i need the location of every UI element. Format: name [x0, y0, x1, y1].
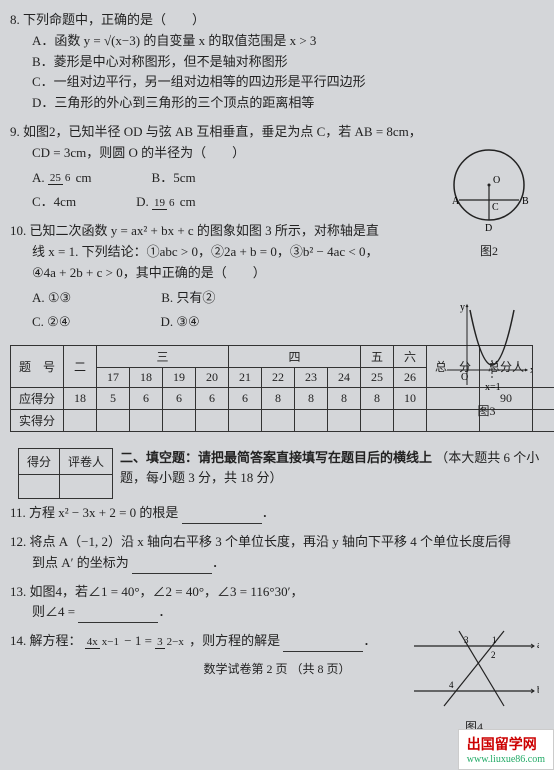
th-4: 四 [229, 346, 361, 368]
q8-num: 8. [10, 12, 20, 27]
svg-text:4: 4 [449, 680, 454, 690]
q10-num: 10. [10, 223, 26, 238]
svg-text:O: O [461, 372, 468, 383]
q13-blank [78, 608, 158, 623]
row-expected: 应得分 [11, 388, 64, 410]
label-c: C [492, 202, 499, 213]
th-2: 二 [64, 346, 97, 388]
q13-stem: 如图4，若∠1 = 40°，∠2 = 40°，∠3 = 116°30′， [30, 584, 304, 599]
th-num: 题 号 [11, 346, 64, 388]
small-h2: 评卷人 [60, 449, 113, 475]
q9-opt-c: C．4cm [32, 192, 76, 213]
q11-blank [182, 509, 262, 524]
svg-text:x: x [530, 365, 532, 376]
svg-text:3: 3 [464, 635, 469, 645]
q12-stem2: 到点 A′ 的坐标为 [32, 555, 129, 570]
q10-stem: 已知二次函数 y = ax² + bx + c 的图象如图 3 所示，对称轴是直 [30, 223, 379, 238]
q10-stem3: ④4a + 2b + c > 0，其中正确的是（ ） [32, 263, 544, 284]
q13-stem2: 则∠4 = [32, 604, 75, 619]
svg-text:2: 2 [491, 650, 496, 660]
q9-opt-b: B．5cm [152, 168, 196, 189]
q10-opt-a: A. ①③ [32, 288, 71, 309]
q12-blank [132, 559, 212, 574]
q8-opt-b: B．菱形是中心对称图形，但不是轴对称图形 [32, 52, 544, 73]
axis-label: x=1 [485, 382, 501, 393]
grader-table: 得分 评卷人 [18, 448, 113, 499]
question-8: 8. 下列命题中，正确的是（ ） A．函数 y = √(x−3) 的自变量 x … [10, 10, 544, 114]
section-2-title: 二、填空题：请把最简答案直接填写在题目后的横线上 （本大题共 6 个小题，每小题… [120, 440, 544, 487]
q9-num: 9. [10, 124, 20, 139]
svg-text:1: 1 [492, 635, 497, 645]
q8-stem: 下列命题中，正确的是（ ） [23, 12, 205, 27]
q8-opt-a: A．函数 y = √(x−3) 的自变量 x 的取值范围是 x > 3 [32, 31, 544, 52]
th-3: 三 [97, 346, 229, 368]
q12-stem: 将点 A（−1, 2）沿 x 轴向右平移 3 个单位长度，再沿 y 轴向下平移 … [30, 534, 511, 549]
q9-stem2: CD = 3cm，则圆 O 的半径为（ ） [32, 145, 245, 160]
q8-opt-c: C．一组对边平行，另一组对边相等的四边形是平行四边形 [32, 72, 544, 93]
q14-stem-b: ，则方程的解是 [189, 633, 280, 648]
q8-opt-d: D．三角形的外心到三角形的三个顶点的距离相等 [32, 93, 544, 114]
question-12: 12. 将点 A（−1, 2）沿 x 轴向右平移 3 个单位长度，再沿 y 轴向… [10, 532, 544, 574]
q12-num: 12. [10, 534, 26, 549]
small-h1: 得分 [19, 449, 60, 475]
q10-opt-b: B. 只有② [161, 288, 215, 309]
fig3-label: 图3 [439, 402, 534, 419]
label-b: B [522, 196, 529, 207]
figure-4: a b 3 1 2 4 图4 [409, 626, 539, 735]
th-6: 六 [394, 346, 427, 368]
q8-options: A．函数 y = √(x−3) 的自变量 x 的取值范围是 x > 3 B．菱形… [10, 31, 544, 114]
q9-opt-a: A. 256 cm [32, 168, 92, 189]
q14-stem-a: 解方程： [30, 633, 82, 648]
q11-stem: 方程 x² − 3x + 2 = 0 的根是 [29, 505, 178, 520]
q10-stem2: 线 x = 1. 下列结论：①abc > 0，②2a + b = 0，③b² −… [32, 242, 544, 263]
svg-text:a: a [537, 640, 539, 651]
row-actual: 实得分 [11, 410, 64, 432]
label-o: O [493, 175, 500, 186]
q9-opt-d: D. 196 cm [136, 192, 196, 213]
q14-blank [283, 637, 363, 652]
th-5: 五 [361, 346, 394, 368]
q11-num: 11. [10, 505, 26, 520]
q9-stem: 如图2，已知半径 OD 与弦 AB 互相垂直，垂足为点 C，若 AB = 8cm… [23, 124, 422, 139]
q10-opt-c: C. ②④ [32, 312, 70, 333]
svg-text:b: b [537, 685, 539, 696]
question-11: 11. 方程 x² − 3x + 2 = 0 的根是 ． [10, 503, 544, 524]
svg-text:y: y [460, 302, 465, 313]
q13-num: 13. [10, 584, 26, 599]
q10-opt-d: D. ③④ [160, 312, 199, 333]
question-13: 13. 如图4，若∠1 = 40°，∠2 = 40°，∠3 = 116°30′，… [10, 582, 544, 624]
exam-page: 8. 下列命题中，正确的是（ ） A．函数 y = √(x−3) 的自变量 x … [0, 0, 554, 770]
q14-num: 14. [10, 633, 26, 648]
site-logo: 出国留学网 www.liuxue86.com [458, 729, 554, 770]
label-a: A [452, 196, 460, 207]
figure-3: x y O x=1 图3 [439, 300, 534, 419]
